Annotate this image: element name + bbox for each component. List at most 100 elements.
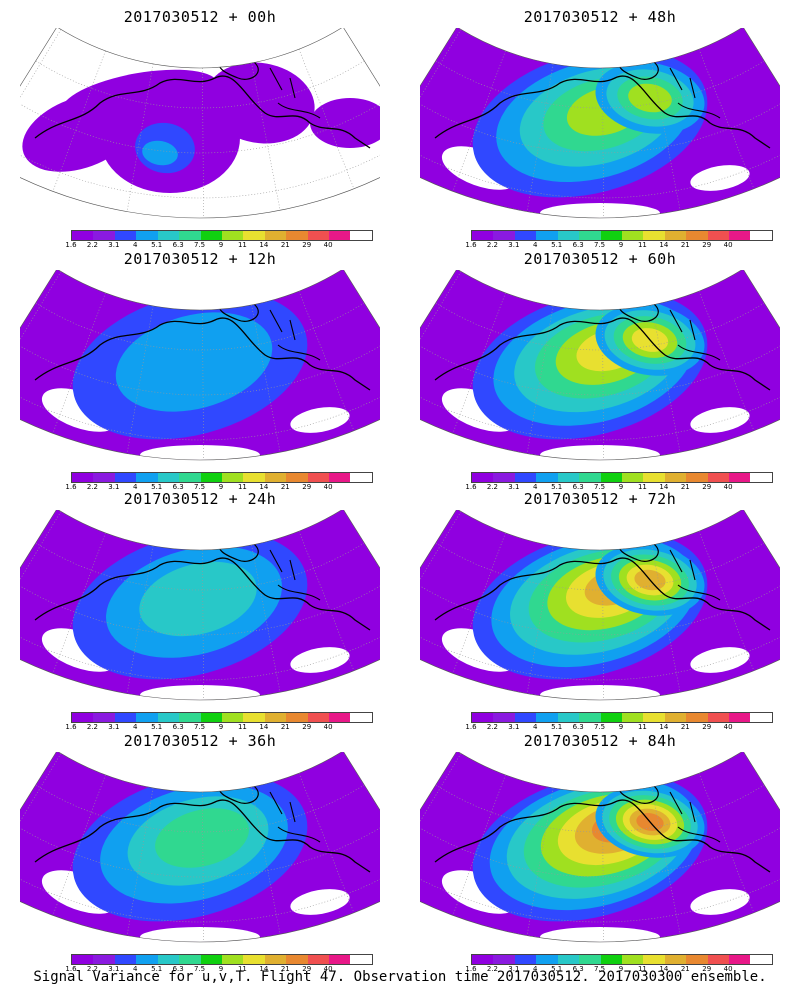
colorbar-swatch (243, 231, 265, 240)
colorbar-swatch (514, 713, 537, 722)
colorbar-tick-label: 6.3 (572, 723, 584, 731)
colorbar-tick-label: 9 (218, 241, 224, 249)
colorbar-tick-label: 7.5 (593, 723, 606, 731)
colorbar-ticks: 1.6 2.2 3.1 4 5.1 6.3 7.5 9 11 14 21 29 40 (65, 723, 377, 733)
colorbar-tick-label: 2.2 (86, 483, 98, 491)
colorbar-swatch (600, 231, 622, 240)
map-border (420, 270, 780, 461)
colorbar-tick-label: 21 (680, 483, 690, 491)
colorbar-tick-label: 9 (218, 483, 224, 491)
parallel-line (435, 784, 765, 833)
colorbar-tick-label: 2.2 (486, 483, 498, 491)
colorbar-swatch (514, 231, 537, 240)
colorbar-tick-label: 11 (637, 965, 647, 973)
variance-contour (310, 98, 380, 148)
colorbar-tick-label: 4 (533, 483, 538, 491)
polar-map (20, 270, 380, 461)
colorbar-swatch (329, 713, 351, 722)
colorbar-tick-label: 14 (259, 965, 269, 973)
colorbar-swatch (114, 955, 137, 964)
parallel-line (420, 580, 780, 636)
colorbar-tick-label: 11 (637, 483, 647, 491)
colorbar-tick-label: 6.3 (172, 241, 184, 249)
colorbar-tick-label: 7.5 (193, 241, 206, 249)
colorbar-tick-label: 40 (723, 965, 733, 973)
panel-title: 2017030512 + 60h (523, 250, 677, 268)
colorbar-tick-label: 7.5 (593, 965, 606, 973)
colorbar-tick-label: 6.3 (572, 241, 584, 249)
meridian-line (602, 309, 604, 460)
polar-map (20, 28, 380, 219)
colorbar-tick-label: 1.6 (65, 241, 77, 249)
colorbar-swatch (350, 713, 372, 722)
colorbar-swatch (536, 231, 558, 240)
colorbar-tick-label: 14 (659, 965, 669, 973)
colorbar-tick-label: 40 (723, 483, 733, 491)
colorbar-swatch (264, 713, 287, 722)
colorbar-tick-label: 21 (680, 723, 690, 731)
panel-12h: 2017030512 + 12h 1.6 2.2 3.1 4 5.1 6.3 7.5 9 11 1… (15, 250, 385, 495)
colorbar-swatch (136, 713, 158, 722)
colorbar-tick-label: 9 (218, 965, 224, 973)
colorbar-swatch (707, 955, 730, 964)
panel-72h: 2017030512 + 72h 1.6 2.2 3.1 4 5.1 6.3 7.5 9 11 1… (415, 490, 785, 735)
colorbar-tick-label: 21 (280, 483, 290, 491)
colorbar-swatch (286, 231, 308, 240)
colorbar-swatch (264, 231, 287, 240)
parallel-line (20, 822, 380, 878)
parallel-line (20, 580, 380, 636)
colorbar-swatch (286, 473, 308, 482)
variance-contour (155, 808, 249, 868)
colorbar-tick-label: 1.6 (465, 723, 477, 731)
colorbar-swatch (286, 713, 308, 722)
variance-contour (290, 407, 350, 433)
colorbar-swatch (729, 955, 751, 964)
colorbar-swatch (707, 231, 730, 240)
coastline (669, 791, 721, 843)
colorbar-tick-label: 4 (133, 241, 138, 249)
colorbar-swatch (686, 713, 708, 722)
parallel-line (435, 60, 765, 109)
meridian-line (52, 532, 106, 674)
meridian-line (52, 50, 106, 192)
colorbar-tick-label: 7.5 (593, 241, 606, 249)
variance-contour (61, 69, 219, 127)
colorbar-tick-label: 9 (618, 241, 624, 249)
colorbar-swatch (329, 231, 351, 240)
panel-title: 2017030512 + 48h (523, 8, 677, 26)
colorbar-tick-label: 11 (637, 723, 647, 731)
coastline (34, 75, 371, 149)
coastline (434, 557, 771, 631)
colorbar-tick-label: 1.6 (465, 965, 477, 973)
colorbar-swatch (329, 473, 351, 482)
panel-title: 2017030512 + 00h (123, 8, 277, 26)
variance-contour (690, 165, 750, 191)
colorbar-tick-label: 5.1 (551, 965, 563, 973)
colorbar-swatch (557, 713, 580, 722)
colorbar-ticks: 1.6 2.2 3.1 4 5.1 6.3 7.5 9 11 14 21 29 40 (65, 241, 377, 251)
colorbar-swatch (93, 955, 115, 964)
colorbar-swatch (179, 473, 201, 482)
colorbar (71, 954, 373, 965)
colorbar-tick-label: 21 (680, 241, 690, 249)
colorbar-swatch (136, 955, 158, 964)
polar-map (20, 510, 380, 701)
colorbar-tick-label: 21 (280, 723, 290, 731)
colorbar-tick-label: 14 (259, 483, 269, 491)
polar-map (420, 752, 780, 943)
meridian-line (651, 304, 681, 453)
colorbar-tick-label: 14 (259, 723, 269, 731)
colorbar-tick-label: 11 (237, 723, 247, 731)
colorbar-tick-label: 7.5 (193, 965, 206, 973)
colorbar-swatch (136, 231, 158, 240)
colorbar-ticks: 1.6 2.2 3.1 4 5.1 6.3 7.5 9 11 14 21 29 40 (465, 483, 777, 493)
variance-contour (115, 312, 273, 412)
colorbar-swatch (729, 713, 751, 722)
colorbar-tick-label: 2.2 (486, 965, 498, 973)
map-border (420, 28, 780, 219)
parallel-line (20, 340, 380, 396)
panel-title: 2017030512 + 24h (123, 490, 277, 508)
variance-contour (540, 445, 660, 460)
colorbar-tick-label: 40 (723, 241, 733, 249)
meridian-line (602, 67, 604, 218)
